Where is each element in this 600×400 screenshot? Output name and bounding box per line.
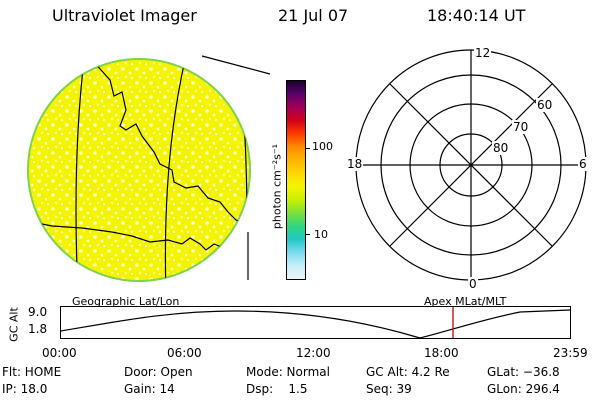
mlt-label-6: 6 — [578, 157, 588, 171]
colorbar-tick-mark — [306, 148, 310, 149]
status-ip: IP: 18.0 — [2, 382, 48, 396]
earth-disk — [27, 58, 251, 282]
mlt-label-0: 0 — [468, 277, 478, 291]
date-label: 21 Jul 07 — [278, 6, 349, 25]
colorbar-tick-mark — [306, 234, 310, 235]
polar-diagonal — [389, 83, 553, 247]
colorbar-tick-10: 10 — [314, 228, 328, 241]
lat-label-60: 60 — [536, 98, 554, 112]
status-dsp: Dsp: 1.5 — [246, 382, 308, 396]
orbit-xtick-1: 06:00 — [167, 346, 202, 360]
lat-label-80: 80 — [492, 141, 510, 155]
status-door: Door: Open — [124, 365, 193, 379]
status-mode: Mode: Normal — [246, 365, 330, 379]
orbit-ylabel: GC Alt — [7, 307, 21, 342]
time-label: 18:40:14 UT — [427, 6, 526, 25]
mlt-label-18: 18 — [346, 157, 364, 171]
polar-plot — [355, 49, 587, 281]
colorbar-tick-100: 100 — [312, 140, 333, 153]
status-gain: Gain: 14 — [124, 382, 175, 396]
meridian-line — [164, 59, 186, 281]
status-flt: Flt: HOME — [2, 365, 62, 379]
status-seq: Seq: 39 — [366, 382, 412, 396]
lat-label-70: 70 — [512, 120, 530, 134]
status-glon: GLon: 296.4 — [487, 382, 560, 396]
colorbar — [286, 80, 306, 280]
orbit-plot — [60, 306, 571, 339]
orbit-xtick-0: 00:00 — [42, 346, 77, 360]
orbit-xtick-2: 12:00 — [296, 346, 331, 360]
mlt-label-12: 12 — [474, 46, 492, 60]
status-gc-alt: GC Alt: 4.2 Re — [366, 365, 450, 379]
colorbar-unit-label: photon cm⁻²s⁻¹ — [270, 143, 284, 230]
apex-label: Apex MLat/MLT — [424, 295, 507, 308]
geographic-image — [27, 55, 271, 282]
off-disk-line — [201, 55, 271, 75]
status-glat: GLat: −36.8 — [487, 365, 560, 379]
instrument-title: Ultraviolet Imager — [52, 6, 197, 25]
meridian-line — [75, 59, 85, 281]
orbit-altitude-curve — [60, 309, 571, 339]
orbit-ytick-1-8: 1.8 — [28, 322, 48, 336]
coastline — [91, 59, 247, 225]
orbit-xtick-3: 18:00 — [424, 346, 459, 360]
geographic-label: Geographic Lat/Lon — [72, 295, 180, 308]
orbit-xtick-4: 23:59 — [553, 346, 588, 360]
orbit-ytick-9: 9.0 — [28, 305, 48, 319]
